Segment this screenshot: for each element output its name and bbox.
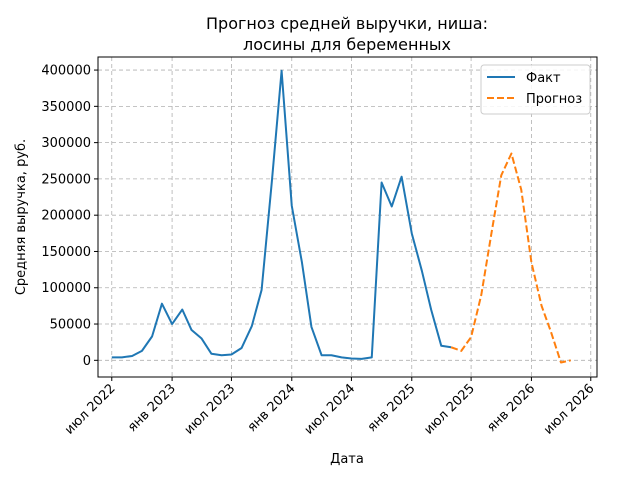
- y-tick-label: 300000: [41, 136, 91, 151]
- legend: Факт Прогноз: [480, 64, 591, 115]
- y-tick-label: 50000: [50, 318, 91, 333]
- chart-title: Прогноз средней выручки, ниша: лосины дл…: [206, 14, 488, 54]
- legend-label-fact: Факт: [526, 71, 561, 86]
- y-tick-label: 400000: [41, 64, 91, 79]
- y-tick-label: 100000: [41, 281, 91, 296]
- x-axis-title: Дата: [330, 452, 364, 467]
- series-line-forecast: [450, 152, 571, 364]
- y-tick-label: 350000: [41, 100, 91, 115]
- legend-label-forecast: Прогноз: [526, 92, 582, 107]
- y-tick-label: 200000: [41, 209, 91, 224]
- series-layer: [111, 69, 571, 364]
- series-line-fact: [111, 69, 452, 360]
- y-axis: 0 50000 100000 150000 200000 250000 300000 3500…: [41, 64, 98, 369]
- y-axis-title: Средняя выручка, руб.: [14, 139, 29, 295]
- y-tick-label: 250000: [41, 172, 91, 187]
- y-tick-label: 150000: [41, 245, 91, 260]
- chart-title-line-2: лосины для беременных: [243, 35, 451, 54]
- plot-frame: [97, 56, 598, 378]
- y-tick-label: 0: [83, 354, 91, 369]
- chart-title-line-1: Прогноз средней выручки, ниша:: [206, 14, 488, 33]
